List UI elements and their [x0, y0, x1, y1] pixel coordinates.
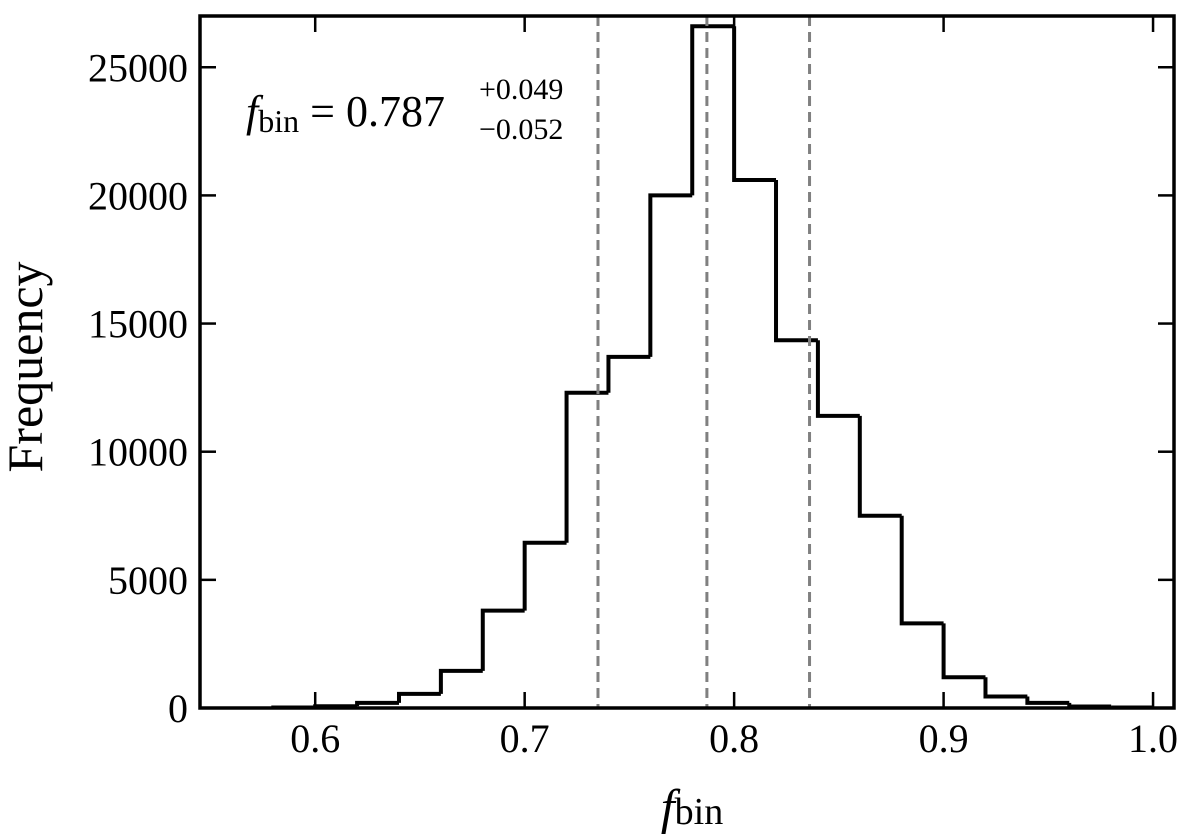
y-tick-label: 10000 — [88, 430, 188, 475]
histogram-bin — [690, 24, 735, 196]
histogram-bin — [396, 691, 441, 703]
x-tick-label: 1.0 — [1128, 716, 1178, 761]
annotation-lower-error: −0.052 — [479, 113, 563, 146]
annotation-text: fbin = 0.787 +0.049 −0.052 — [246, 73, 563, 146]
x-axis-label: fbin — [661, 779, 723, 834]
histogram-bin — [857, 415, 902, 518]
histogram-bin — [438, 668, 483, 694]
data-layer — [271, 16, 1156, 708]
annotation-upper-error: +0.049 — [479, 73, 563, 106]
plot-area — [198, 14, 1176, 710]
x-axis-label-subscript: bin — [675, 791, 724, 833]
histogram-bin — [941, 623, 986, 680]
histogram-bin — [815, 340, 860, 418]
y-axis-label: Frequency — [0, 261, 53, 472]
annotation-subscript: bin — [258, 103, 299, 139]
histogram-bin — [1067, 702, 1112, 708]
histogram-bin — [774, 180, 818, 343]
svg-text:fbin = 0.787: fbin = 0.787 — [246, 87, 445, 139]
histogram-bin — [522, 540, 567, 611]
histogram-bin — [648, 193, 693, 357]
axes-frame — [198, 14, 1176, 710]
x-tick-label: 0.6 — [290, 716, 340, 761]
x-tick-label: 0.7 — [500, 716, 550, 761]
annotation-value: = 0.787 — [299, 87, 445, 136]
y-tick-label: 0 — [168, 686, 188, 731]
x-tick-label: 0.9 — [919, 716, 969, 761]
histogram-bin — [606, 354, 651, 393]
tick-labels: 0.6 0.7 0.8 0.9 1.0 0 5000 10000 15000 20000 25000 — [88, 45, 1178, 761]
axis-ticks — [200, 16, 1174, 710]
y-tick-label: 5000 — [108, 558, 188, 603]
histogram-bin — [1025, 696, 1070, 705]
y-tick-label: 15000 — [88, 302, 188, 347]
histogram-bin — [899, 515, 944, 626]
y-tick-label: 25000 — [88, 45, 188, 90]
histogram-bin — [564, 390, 609, 543]
histogram-bin — [480, 608, 525, 671]
histogram-bin — [355, 700, 399, 707]
x-tick-label: 0.8 — [709, 716, 759, 761]
y-tick-label: 20000 — [88, 173, 188, 218]
histogram-bin — [983, 677, 1028, 699]
histogram-bin — [732, 26, 777, 183]
